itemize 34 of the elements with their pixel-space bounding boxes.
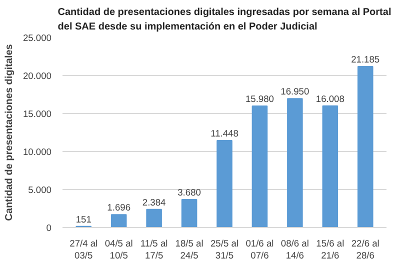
y-tick-label: 25.000: [22, 33, 52, 43]
chart-title: Cantidad de presentaciones digitales ingresadas por semana al Portal del SAE desde su implementación en el Poder Judicial: [58, 7, 392, 32]
y-tick-label: 10.000: [22, 147, 52, 157]
bar: [357, 66, 374, 228]
data-label: 21.185: [351, 54, 380, 64]
data-label: 15.980: [245, 94, 274, 104]
x-tick-label: 25/5 al 31/5: [210, 238, 239, 260]
x-tick-label: 01/6 al 07/6: [246, 238, 274, 260]
y-tick-label: 15.000: [22, 109, 52, 119]
data-label: 151: [76, 214, 92, 224]
x-tick-label: 22/6 al 28/6: [351, 238, 380, 260]
data-label: 11.448: [210, 128, 238, 138]
data-label: 2.384: [142, 197, 166, 208]
x-tick-label: 15/6 al 21/6: [316, 238, 344, 260]
data-label: 16.950: [280, 86, 310, 97]
data-label: 3.680: [178, 188, 201, 198]
bar: [216, 140, 232, 228]
bar: [287, 98, 303, 228]
x-tick-label: 04/5 al 10/5: [104, 238, 133, 260]
bar: [181, 199, 198, 228]
bar: [252, 106, 268, 228]
bar: [322, 105, 338, 228]
x-tick-label: 11/5 al 17/5: [140, 238, 168, 260]
x-tick-label: 27/4 al 03/5: [70, 238, 98, 260]
y-tick-label: 0: [46, 223, 52, 233]
y-tick-label: 5.000: [28, 185, 52, 195]
x-tick-label: 08/6 al 14/6: [280, 238, 309, 260]
data-label: 16.008: [316, 94, 344, 104]
y-tick-label: 20.000: [22, 71, 52, 81]
bar: [110, 214, 127, 228]
x-tick-label: 18/5 al 24/5: [175, 238, 204, 260]
bar: [146, 208, 162, 228]
data-label: 1.696: [107, 202, 131, 213]
y-axis-title: Cantidad de presentaciones digitales: [4, 44, 15, 221]
